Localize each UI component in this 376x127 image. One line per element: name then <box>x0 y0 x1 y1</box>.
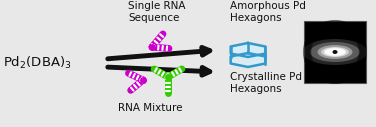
Text: Pd$_2$(DBA)$_3$: Pd$_2$(DBA)$_3$ <box>3 55 72 71</box>
Ellipse shape <box>332 50 338 54</box>
Polygon shape <box>248 53 265 67</box>
Polygon shape <box>231 43 265 57</box>
Bar <box>304 21 366 83</box>
Ellipse shape <box>325 49 345 55</box>
Polygon shape <box>231 53 265 67</box>
Text: Single RNA
Sequence: Single RNA Sequence <box>128 1 185 23</box>
Polygon shape <box>248 43 265 57</box>
Text: Crystalline Pd
Hexagons: Crystalline Pd Hexagons <box>230 72 302 94</box>
Ellipse shape <box>303 39 367 65</box>
Text: RNA Mixture: RNA Mixture <box>118 103 182 113</box>
Polygon shape <box>231 43 248 57</box>
Ellipse shape <box>324 47 346 57</box>
Text: Amorphous Pd
Hexagons: Amorphous Pd Hexagons <box>230 1 306 23</box>
Ellipse shape <box>317 45 353 59</box>
Ellipse shape <box>321 47 349 57</box>
Ellipse shape <box>310 42 360 62</box>
